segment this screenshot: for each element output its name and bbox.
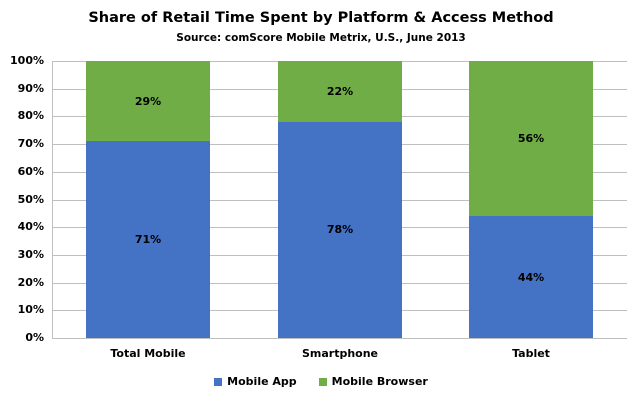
legend-label: Mobile Browser: [331, 375, 428, 388]
y-tick-label: 90%: [17, 81, 44, 95]
bar-total-mobile: 71% 29%: [86, 61, 210, 338]
bar-segment-mobile-app: 78%: [278, 121, 402, 338]
chart-title: Share of Retail Time Spent by Platform &…: [88, 10, 554, 26]
data-label: 29%: [134, 94, 162, 108]
x-tick-label: Tablet: [512, 347, 550, 360]
data-label: 78%: [326, 223, 354, 237]
y-tick-label: 40%: [17, 220, 44, 234]
bar-segment-mobile-browser: 29%: [86, 61, 210, 142]
x-tick-label: Smartphone: [301, 347, 379, 360]
bar-segment-mobile-app: 71%: [86, 141, 210, 338]
plot-area: 71% 29% 78% 22% 44% 56%: [52, 61, 627, 339]
bar-tablet: 44% 56%: [469, 61, 593, 338]
legend-swatch-mobile-app: [214, 377, 223, 386]
data-label: 44%: [517, 270, 545, 284]
y-tick-label: 70%: [17, 137, 44, 151]
data-label: 71%: [134, 233, 162, 247]
data-label: 56%: [517, 132, 545, 146]
bar-segment-mobile-browser: 22%: [278, 61, 402, 122]
legend-swatch-mobile-browser: [318, 377, 327, 386]
legend-label: Mobile App: [227, 375, 297, 388]
y-tick-label: 30%: [17, 247, 44, 261]
x-tick-label: Total Mobile: [110, 347, 186, 360]
y-tick-label: 60%: [17, 164, 44, 178]
y-tick-label: 0%: [25, 331, 44, 344]
legend-item-mobile-browser: Mobile Browser: [318, 375, 428, 388]
y-tick-label: 100%: [10, 54, 44, 67]
legend: Mobile App Mobile Browser: [0, 375, 642, 388]
data-label: 22%: [326, 84, 354, 98]
y-tick-label: 80%: [17, 109, 44, 123]
legend-item-mobile-app: Mobile App: [214, 375, 297, 388]
bar-segment-mobile-browser: 56%: [469, 61, 593, 217]
bar-smartphone: 78% 22%: [278, 61, 402, 338]
chart-subtitle: Source: comScore Mobile Metrix, U.S., Ju…: [176, 32, 466, 44]
y-tick-label: 20%: [17, 275, 44, 289]
gridline: [52, 338, 627, 339]
bar-segment-mobile-app: 44%: [469, 216, 593, 338]
y-tick-label: 10%: [17, 303, 44, 317]
y-tick-label: 50%: [17, 192, 44, 206]
